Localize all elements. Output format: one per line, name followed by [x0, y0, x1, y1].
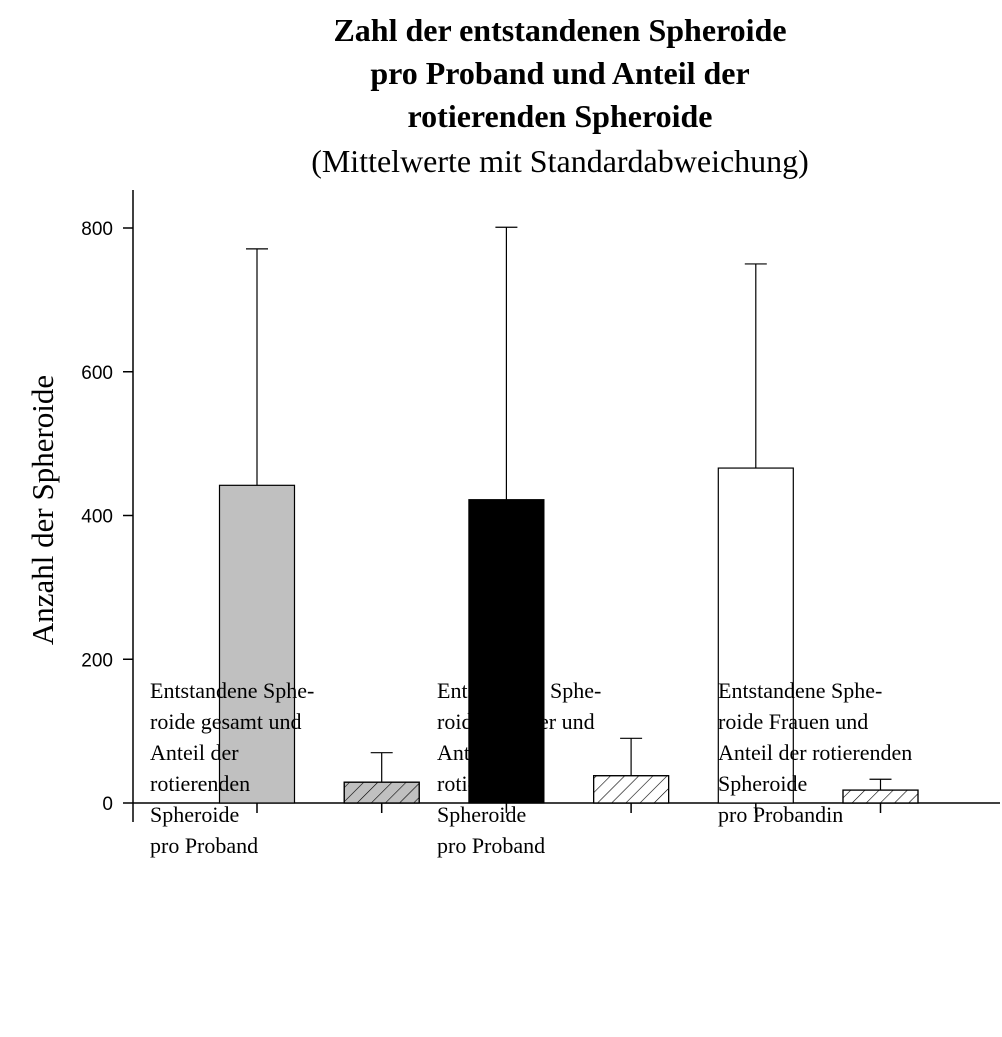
title-block: Zahl der entstandenen Spheroide pro Proba… [333, 12, 786, 134]
group-label: pro Probandin [718, 802, 843, 827]
bar [218, 484, 296, 804]
group-label: Spheroide [150, 802, 239, 827]
group-label: Spheroide [718, 771, 807, 796]
y-axis-label: Anzahl der Spheroide [25, 375, 60, 645]
bar-hatch [343, 781, 420, 804]
y-tick-label: 600 [81, 363, 113, 384]
chart-title-line: rotierenden Spheroide [408, 98, 713, 134]
group-label: Anteil der [150, 740, 239, 765]
group-label: Entstandene Sphe- [718, 678, 882, 703]
y-tick-label: 200 [81, 650, 113, 671]
group-label: Entstandene Sphe- [150, 678, 314, 703]
bar [717, 467, 794, 804]
bar-hatch [592, 775, 670, 804]
chart-title-line: pro Proband und Anteil der [370, 55, 749, 91]
group-label: roide gesamt und [150, 709, 302, 734]
bar [468, 499, 545, 804]
group-label: roide Frauen und [718, 709, 868, 734]
group-label: Anteil der rotierenden [718, 740, 912, 765]
y-tick-label: 0 [102, 794, 113, 815]
group-label: Entstandene Sphe- [437, 678, 601, 703]
bar-hatch [842, 789, 919, 804]
y-tick-label: 400 [81, 507, 113, 528]
group-label: Spheroide [437, 802, 526, 827]
group-label: pro Proband [437, 833, 545, 858]
chart-subtitle: (Mittelwerte mit Standardabweichung) [311, 143, 809, 179]
group-label: pro Proband [150, 833, 258, 858]
chart-title-line: Zahl der entstandenen Spheroide [333, 12, 786, 48]
group-label: rotierenden [150, 771, 250, 796]
group-label: rotierenden [437, 771, 537, 796]
group-label: roide Männer und [437, 709, 595, 734]
group-label: Anteil der [437, 740, 526, 765]
y-tick-label: 800 [81, 219, 113, 240]
